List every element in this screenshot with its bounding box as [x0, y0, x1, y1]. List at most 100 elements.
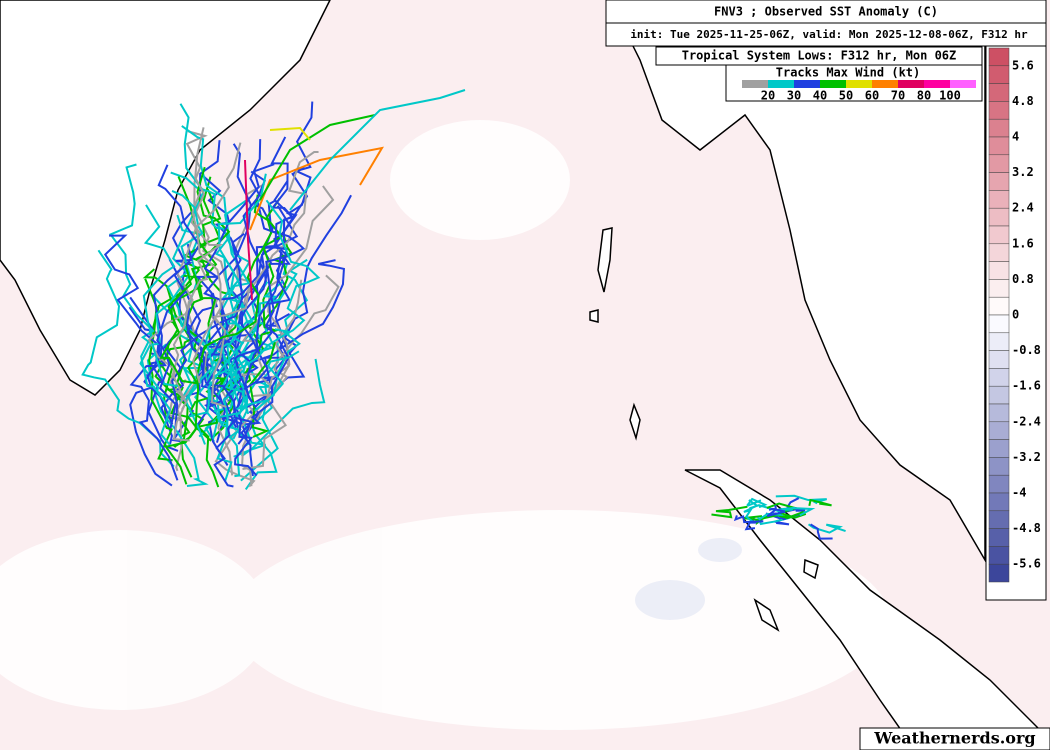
wind-label: 20 [761, 89, 775, 103]
wind-swatch [950, 80, 976, 88]
track [711, 505, 748, 519]
sst-swatch [988, 403, 1010, 423]
track [103, 234, 174, 425]
track [160, 333, 185, 445]
track [244, 159, 253, 301]
track [808, 498, 832, 507]
track [196, 418, 220, 488]
sst-swatch [988, 421, 1010, 440]
track [213, 418, 237, 488]
title: FNV3 ; Observed SST Anomaly (C) [714, 5, 938, 19]
wind-label: 100 [939, 89, 961, 103]
sst-swatch [988, 385, 1010, 405]
track [244, 333, 278, 491]
sst-swatch [988, 296, 1010, 316]
sst-label: 4 [1012, 130, 1019, 144]
track [807, 523, 846, 534]
sst-cool-areas [635, 538, 742, 620]
track [249, 146, 384, 231]
sst-swatch [988, 136, 1010, 156]
track [810, 523, 833, 540]
track [156, 164, 201, 429]
wind-swatch [742, 80, 768, 88]
track [129, 243, 194, 481]
track [210, 150, 319, 408]
sst-swatch [988, 261, 1010, 280]
track [743, 499, 759, 523]
track [169, 127, 224, 400]
track [237, 294, 276, 402]
sst-label: 3.2 [1012, 165, 1034, 179]
sst-label: 0 [1012, 308, 1019, 322]
track [164, 197, 283, 485]
wind-swatch [820, 80, 846, 88]
track [224, 199, 321, 415]
sst-swatch [988, 207, 1010, 227]
sst-swatch [988, 101, 1010, 120]
sst-swatch [988, 279, 1010, 298]
sst-label: 4.8 [1012, 94, 1034, 108]
watermark: Weathernerds.org [873, 729, 1035, 748]
wind-label: 80 [917, 89, 931, 103]
sst-label: 1.6 [1012, 236, 1034, 250]
sst-swatch [988, 492, 1010, 512]
track [204, 205, 299, 435]
track [213, 255, 239, 413]
storm-tracks [81, 89, 846, 540]
track [146, 343, 209, 487]
sst-label: -4 [1012, 486, 1026, 500]
sst-swatch [988, 332, 1010, 351]
track [192, 142, 242, 384]
sst-swatch [988, 243, 1010, 262]
sst-swatch [988, 118, 1010, 138]
wind-swatch [872, 80, 898, 88]
sst-label: -5.6 [1012, 557, 1041, 571]
track [196, 163, 275, 427]
track [159, 264, 199, 385]
sst-label: -2.4 [1012, 414, 1041, 428]
sst-swatch [988, 190, 1010, 209]
header-box: FNV3 ; Observed SST Anomaly (C) init: Tu… [605, 0, 1047, 47]
sst-swatch [988, 47, 1010, 67]
wind-label: 60 [865, 89, 879, 103]
sst-swatch [988, 83, 1010, 102]
sst-label: -4.8 [1012, 521, 1041, 535]
sst-swatch [988, 368, 1010, 387]
track [766, 505, 786, 518]
track [238, 139, 269, 390]
wind-label: 50 [839, 89, 853, 103]
wind-swatch [898, 80, 924, 88]
sst-label: 0.8 [1012, 272, 1034, 286]
wind-colorbar: 20 30 40 50 60 70 80 100 [742, 80, 976, 103]
track [251, 185, 335, 398]
sst-swatch [988, 546, 1010, 565]
sst-label: -0.8 [1012, 343, 1041, 357]
track [259, 114, 376, 201]
sst-swatch [988, 172, 1010, 191]
wind-swatch [768, 80, 794, 88]
track [269, 126, 311, 141]
wind-label: 40 [813, 89, 827, 103]
sst-label: 5.6 [1012, 58, 1034, 72]
sst-swatch [988, 510, 1010, 529]
sst-swatch [988, 563, 1010, 583]
sst-label: 2.4 [1012, 201, 1034, 215]
track [289, 89, 466, 211]
track [249, 341, 276, 438]
sst-swatch [988, 457, 1010, 476]
track [778, 506, 816, 517]
track [140, 204, 176, 447]
sst-swatch [988, 439, 1010, 458]
wind-label: 70 [891, 89, 905, 103]
tracks-legend-title: Tropical System Lows: F312 hr, Mon 06Z [682, 49, 957, 63]
track [173, 274, 227, 448]
wind-swatch [794, 80, 820, 88]
track [242, 274, 340, 471]
track [212, 281, 269, 440]
sst-swatch [988, 65, 1010, 84]
wind-swatch [924, 80, 950, 88]
sst-label: -1.6 [1012, 379, 1041, 393]
